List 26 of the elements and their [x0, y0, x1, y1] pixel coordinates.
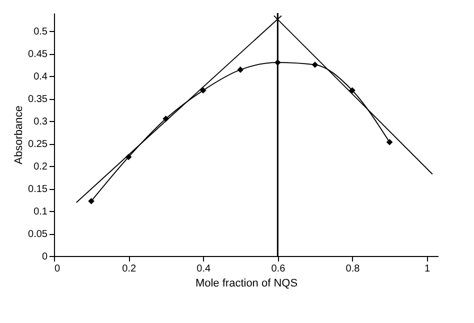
- point: [386, 138, 393, 146]
- x-tick-label: 0.4: [196, 264, 212, 274]
- point: [237, 66, 244, 73]
- y-axis-title: Absorbance: [13, 106, 26, 164]
- point: [274, 59, 281, 66]
- y-tick-label: 0.5: [34, 26, 48, 38]
- point: [312, 62, 318, 68]
- y-tick-label: 0.45: [28, 49, 48, 60]
- x-axis-title: Mole fraction of NQS: [195, 278, 298, 290]
- y-tick-label: 0.05: [28, 229, 48, 240]
- y-tick-label: 0.25: [28, 139, 48, 150]
- point: [200, 87, 206, 94]
- x-tick-label: 0.2: [122, 264, 136, 274]
- point: [88, 198, 94, 204]
- x-tick-label: 1: [424, 264, 431, 274]
- y-tick-label: 0.15: [28, 184, 48, 195]
- y-tick-label: 0.35: [28, 94, 48, 105]
- x-tick-label: 0.8: [346, 264, 360, 274]
- y-tick-label: 0.3: [34, 116, 48, 128]
- y-tick-label: 0.2: [34, 162, 48, 172]
- point: [349, 87, 356, 94]
- x-tick-label: 0.6: [271, 264, 286, 274]
- y-tick-label: 0.1: [34, 206, 48, 218]
- y-tick-label: 0: [42, 252, 48, 262]
- x-tick-label: 0: [54, 264, 60, 274]
- y-tick-label: 0.4: [34, 72, 48, 82]
